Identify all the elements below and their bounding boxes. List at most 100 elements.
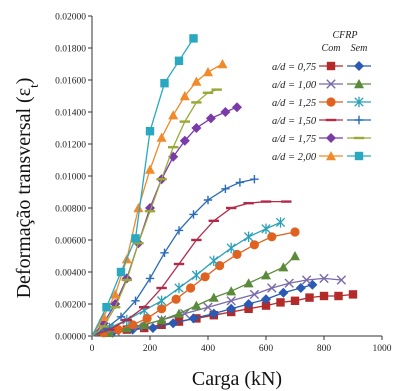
data-point (278, 287, 289, 298)
data-point (174, 282, 184, 294)
legend-label-200: a/d = 2,00 (272, 152, 317, 163)
y-tick-label: 0.00200 (55, 301, 86, 311)
data-point (191, 101, 202, 104)
data-point (215, 261, 225, 271)
data-point (156, 286, 167, 290)
x-axis-title: Carga (kN) (192, 368, 282, 390)
data-point (168, 110, 179, 120)
legend-marker (326, 79, 336, 89)
data-point (221, 184, 230, 193)
y-tick-label: 0.00600 (55, 237, 86, 247)
data-point (208, 219, 219, 222)
data-point (290, 227, 300, 237)
data-point (307, 279, 318, 290)
legend-label-075: a/d = 0,75 (272, 62, 316, 73)
data-point (217, 59, 228, 69)
data-point (171, 294, 181, 304)
data-point (104, 328, 115, 331)
data-point (260, 200, 272, 203)
data-point (249, 289, 260, 300)
data-point (261, 294, 271, 305)
data-point (336, 275, 347, 285)
legend-marker (354, 96, 364, 108)
legend-marker (326, 97, 336, 107)
data-point (243, 202, 254, 205)
legend-label-100: a/d = 1,00 (272, 80, 317, 91)
data-point (173, 262, 185, 266)
data-point (179, 120, 190, 123)
data-point (174, 56, 184, 65)
data-point (133, 203, 144, 213)
data-point (145, 164, 155, 174)
series-8 (91, 102, 242, 337)
y-tick-label: 0.00800 (55, 205, 86, 215)
data-point (226, 206, 237, 210)
series-10 (91, 59, 228, 337)
x-tick-label: 200 (143, 344, 158, 354)
y-tick-label: 0.01800 (55, 45, 86, 55)
data-point (232, 102, 242, 113)
legend-marker (326, 151, 336, 161)
data-point (131, 234, 140, 243)
data-point (174, 308, 184, 318)
data-point (156, 178, 167, 181)
data-point (249, 240, 259, 250)
data-point (203, 67, 213, 77)
data-point (98, 325, 109, 328)
data-point (243, 278, 254, 288)
data-point (348, 290, 358, 299)
legend-col-sem: Sem (351, 43, 368, 54)
data-point (276, 298, 285, 307)
y-tick-label: 0.01400 (55, 109, 86, 119)
legend-label-150: a/d = 1,50 (272, 116, 317, 127)
data-point (319, 273, 329, 284)
data-point (156, 315, 167, 325)
series-3 (91, 251, 300, 337)
data-point (290, 296, 300, 305)
series-11 (91, 34, 198, 337)
data-point (305, 293, 314, 302)
data-point (157, 304, 167, 314)
legend-col-com: Com (322, 43, 341, 54)
data-point (290, 251, 300, 261)
data-point (179, 91, 190, 101)
y-tick-label: 0.01200 (55, 141, 86, 151)
data-point (191, 270, 202, 281)
data-point (116, 267, 126, 277)
legend-marker (354, 61, 364, 71)
y-axis-title-sub: t (26, 84, 41, 88)
data-point (334, 291, 343, 301)
data-point (156, 132, 167, 142)
series-6 (91, 200, 292, 337)
data-point (261, 223, 271, 234)
data-point (139, 319, 150, 329)
data-point (157, 320, 166, 329)
data-point (191, 238, 202, 242)
y-tick-label: 0.01600 (55, 77, 86, 87)
data-point (102, 303, 111, 312)
data-point (191, 300, 202, 310)
series-line (91, 178, 255, 337)
data-point (226, 242, 236, 254)
y-axis-title-close: ) (13, 78, 35, 85)
legend: CFRP Com Sem a/d = 0,75 a/d = 1,00 a/d =… (272, 30, 371, 163)
data-point (301, 275, 312, 285)
data-point (295, 283, 306, 293)
data-point (110, 306, 121, 309)
data-point (191, 76, 202, 86)
data-point (168, 146, 179, 149)
data-point (200, 272, 210, 282)
x-tick-label: 400 (201, 344, 216, 354)
data-point (147, 323, 158, 333)
data-point (250, 175, 259, 184)
data-point (174, 226, 184, 235)
data-point (243, 299, 254, 309)
data-point (226, 303, 237, 314)
data-point (226, 296, 236, 306)
x-tick-label: 1000 (373, 344, 392, 354)
data-point (121, 323, 132, 333)
data-point (191, 123, 202, 133)
data-point (128, 320, 138, 330)
